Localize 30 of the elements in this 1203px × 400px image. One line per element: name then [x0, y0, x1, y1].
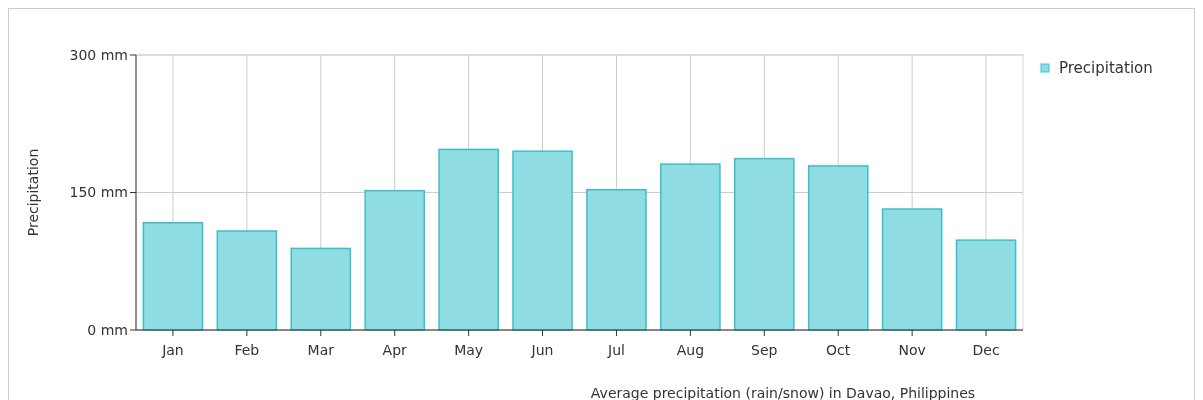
bar	[733, 157, 795, 331]
x-tick-label: Jan	[161, 342, 184, 358]
x-tick-label: Apr	[382, 342, 408, 358]
y-tick-label: 0 mm	[87, 321, 128, 338]
bar	[512, 150, 573, 331]
y-tick-label: 150 mm	[69, 184, 128, 201]
x-tick-label: Jun	[530, 342, 554, 358]
x-tick-label: Aug	[676, 342, 705, 358]
bar	[955, 239, 1017, 331]
bar	[142, 222, 204, 331]
y-tick-label: 300 mm	[69, 46, 128, 63]
bar	[216, 230, 278, 331]
text: Average precipitation (rain/snow) in Davao, Philippines	[590, 385, 976, 400]
y-axis-title: Precipitation	[25, 148, 41, 237]
x-tick-label: Sep	[751, 342, 778, 358]
bar	[290, 247, 352, 331]
bar	[364, 189, 426, 331]
x-tick-label: Dec	[972, 342, 1000, 358]
legend-label: Precipitation	[1059, 59, 1153, 78]
bar	[586, 189, 647, 331]
bar	[807, 165, 869, 331]
x-tick-label: Feb	[234, 342, 260, 358]
bar	[660, 163, 721, 331]
x-tick-label: Oct	[826, 342, 851, 358]
bar	[881, 208, 943, 331]
bar	[438, 148, 499, 331]
x-tick-label: Mar	[307, 342, 335, 358]
x-tick-label: May	[454, 342, 484, 358]
x-tick-label: Jul	[607, 342, 625, 358]
x-tick-label: Nov	[898, 342, 926, 358]
